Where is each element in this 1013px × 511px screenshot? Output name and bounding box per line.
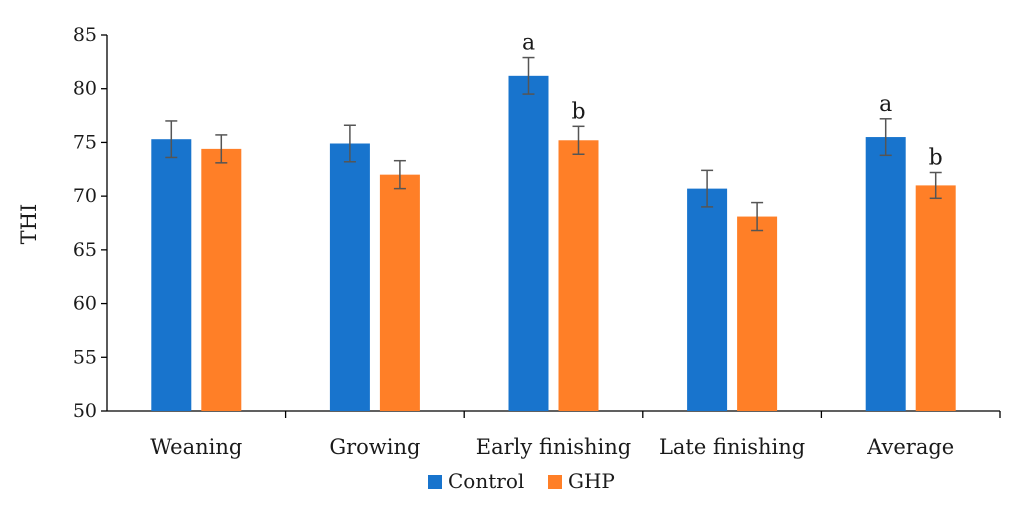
y-tick-label: 75 xyxy=(73,131,97,153)
x-category-label: Average xyxy=(866,435,954,459)
bar-ghp xyxy=(201,148,242,412)
significance-label: a xyxy=(522,31,535,56)
bar-control xyxy=(687,188,728,411)
y-tick-label: 55 xyxy=(73,346,97,368)
x-category-label: Early finishing xyxy=(476,435,631,459)
significance-label: a xyxy=(879,92,892,117)
y-tick-label: 65 xyxy=(73,239,97,261)
y-axis-label: THI xyxy=(17,204,41,245)
significance-label: b xyxy=(571,99,585,124)
legend-label-control: Control xyxy=(448,469,524,493)
significance-label: b xyxy=(929,146,943,171)
x-category-label: Late finishing xyxy=(659,435,805,459)
x-category-label: Weaning xyxy=(150,435,242,459)
x-axis: Weaning Growing Early finishing Late finish… xyxy=(107,410,1001,459)
bar-control xyxy=(151,139,192,411)
bar-control xyxy=(508,75,549,411)
legend-swatch-control xyxy=(428,475,442,489)
significance-labels: a b a b xyxy=(522,31,943,171)
legend-swatch-ghp xyxy=(548,475,562,489)
y-tick-label: 70 xyxy=(73,185,97,207)
legend-label-ghp: GHP xyxy=(568,469,615,493)
bar-ghp xyxy=(558,140,599,411)
y-tick-label: 60 xyxy=(73,293,97,315)
bar-control xyxy=(865,137,906,412)
bar-control xyxy=(329,143,370,411)
y-axis: 50 55 60 65 70 75 80 85 xyxy=(73,24,108,422)
error-bars xyxy=(165,56,942,232)
x-category-label: Growing xyxy=(329,435,420,459)
bar-ghp xyxy=(737,216,778,411)
bar-ghp xyxy=(915,185,956,411)
y-tick-label: 85 xyxy=(73,24,97,46)
y-tick-label: 80 xyxy=(73,78,97,100)
bar-ghp xyxy=(379,174,420,411)
bars xyxy=(151,75,956,412)
legend: Control GHP xyxy=(428,469,615,493)
y-tick-label: 50 xyxy=(73,400,97,422)
